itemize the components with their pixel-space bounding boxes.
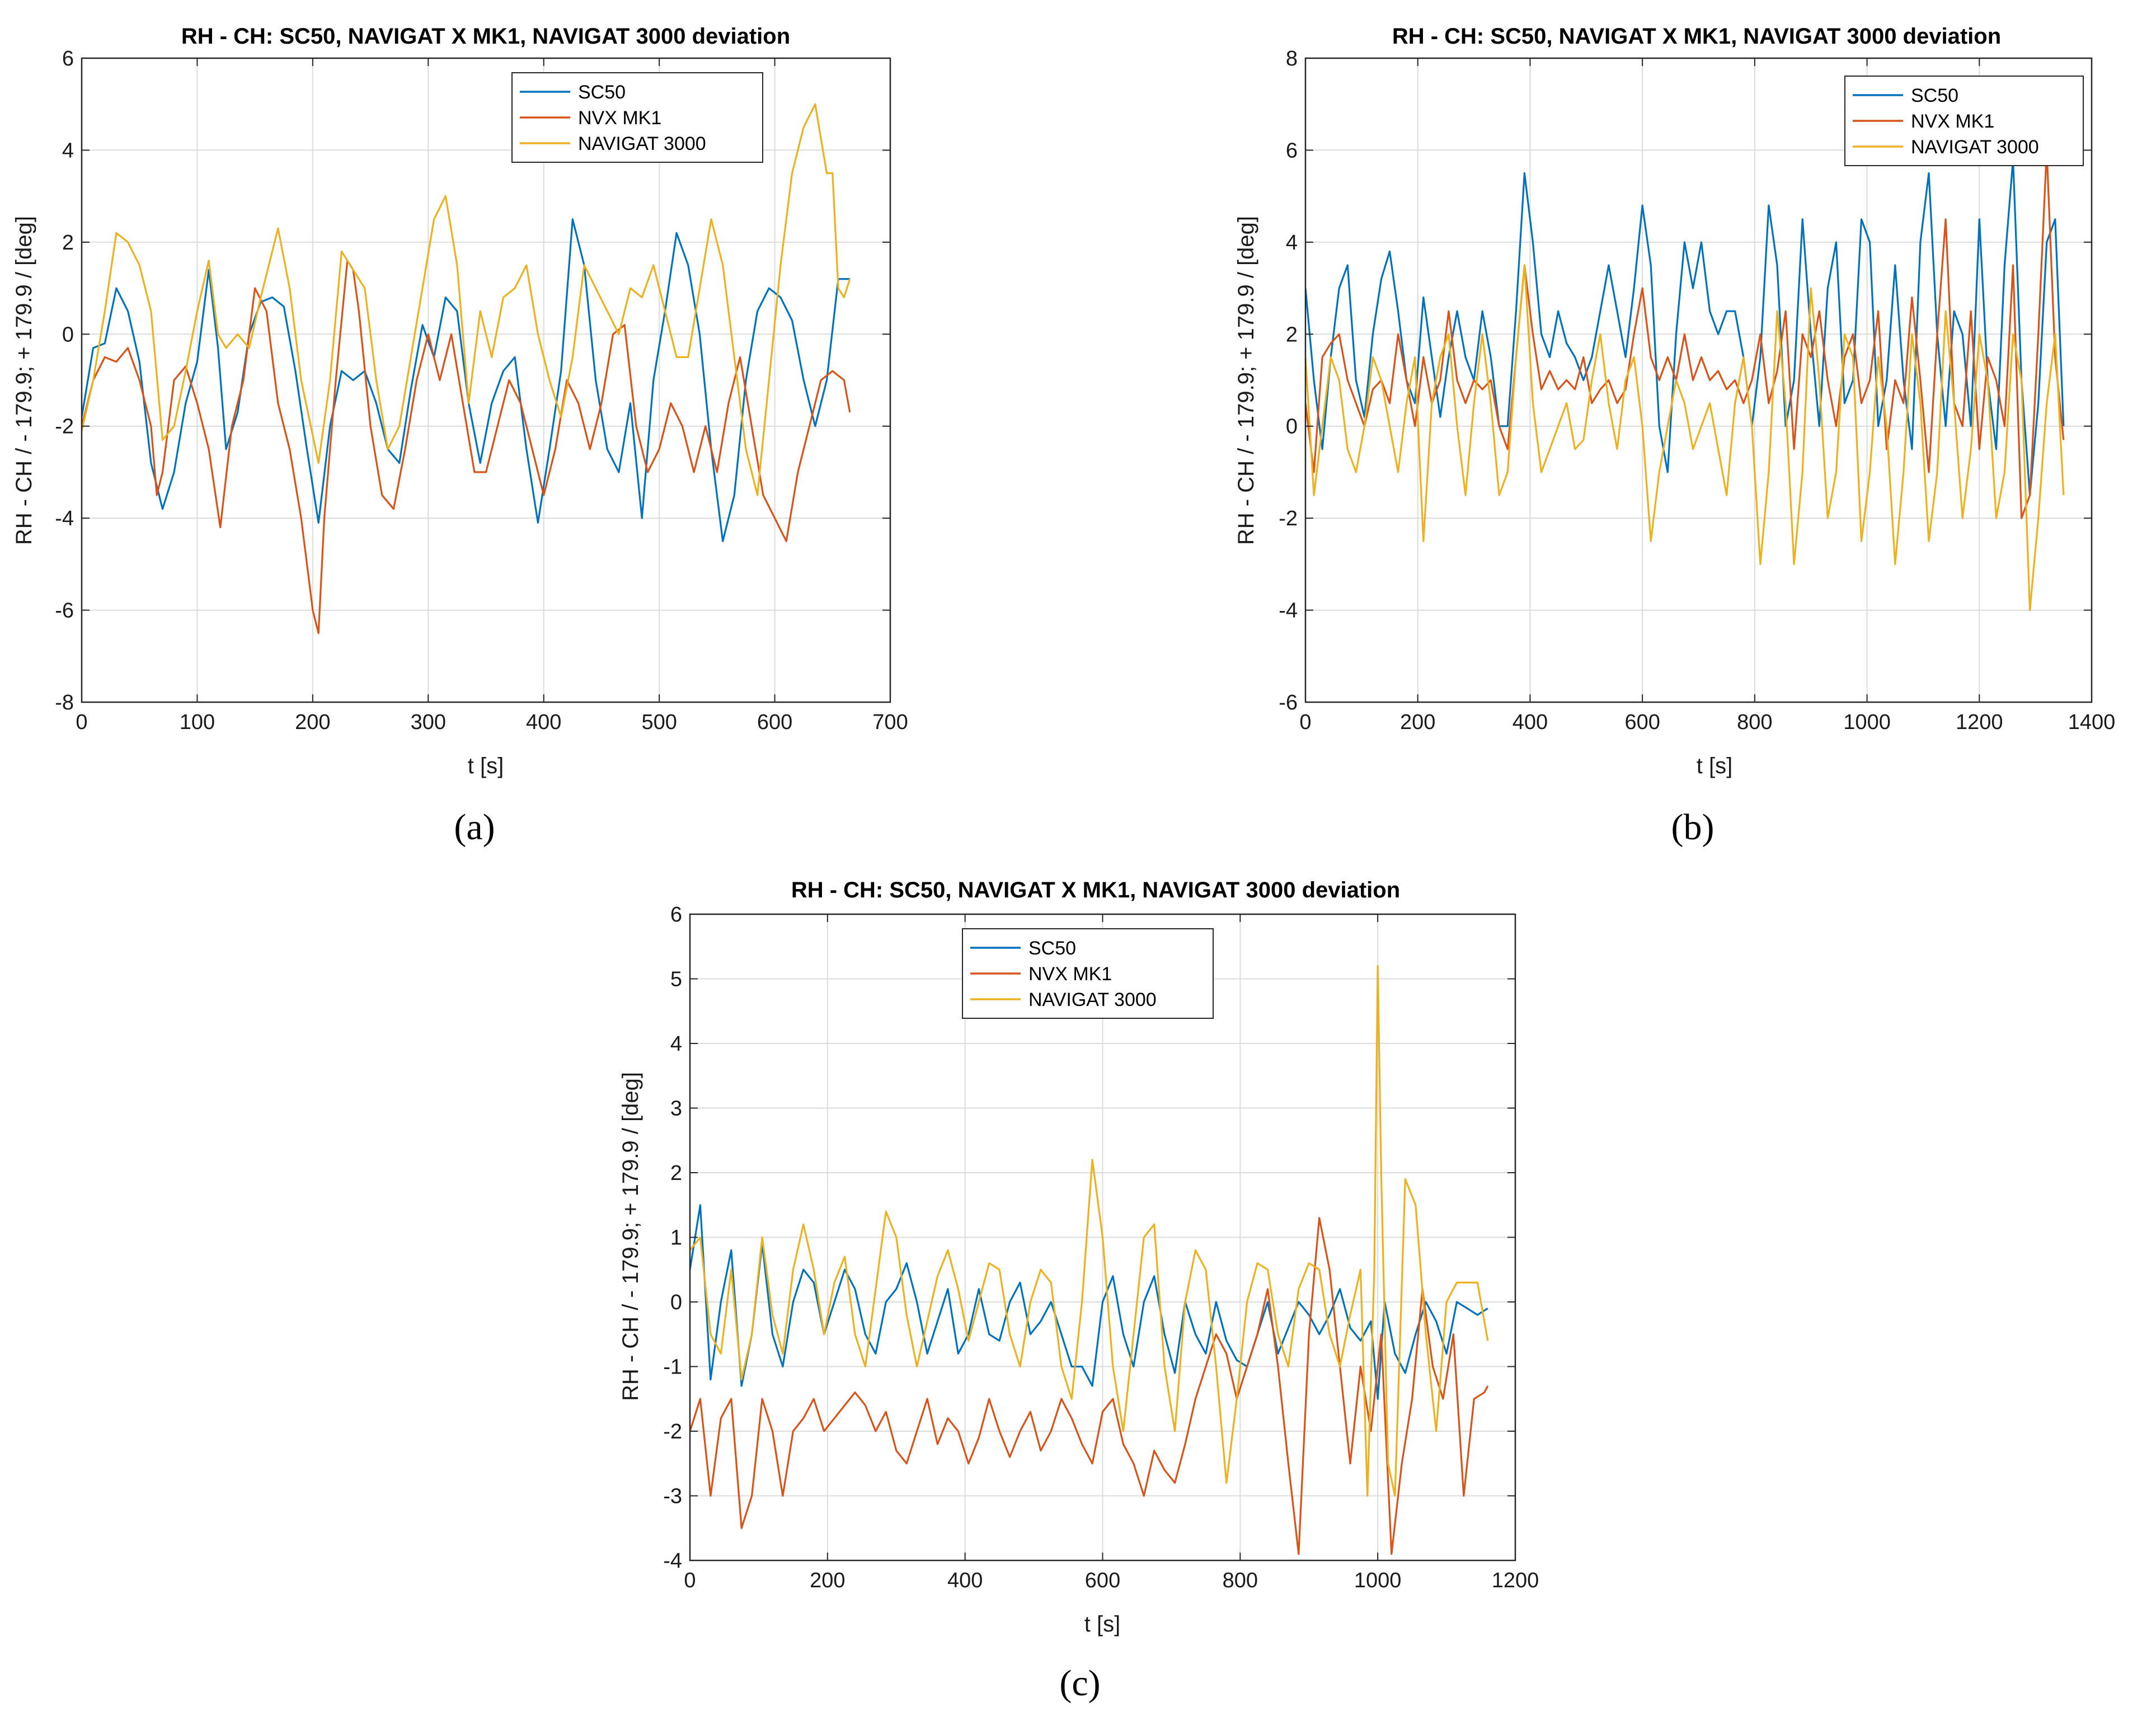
y-tick-label: 2 <box>670 1162 682 1185</box>
y-tick-label: 2 <box>62 231 74 255</box>
series-line-navigat-3000 <box>1305 264 2065 612</box>
x-tick-label: 1000 <box>1354 1569 1402 1592</box>
x-tick-label: 0 <box>76 711 87 734</box>
x-tick-label: 200 <box>810 1569 845 1592</box>
y-tick-label: 5 <box>670 968 682 991</box>
x-tick-label: 200 <box>1400 711 1435 734</box>
x-tick-label: 800 <box>1737 711 1772 734</box>
y-tick-label: -1 <box>663 1356 682 1379</box>
y-tick-label: -6 <box>55 599 74 623</box>
panel-label: (c) <box>1059 1663 1100 1704</box>
y-tick-label: 4 <box>1286 231 1298 255</box>
x-tick-label: 1000 <box>1843 711 1891 734</box>
chart-panel-c: RH - CH: SC50, NAVIGAT X MK1, NAVIGAT 30… <box>618 878 1539 1704</box>
chart-panel-a: RH - CH: SC50, NAVIGAT X MK1, NAVIGAT 30… <box>12 24 908 848</box>
x-tick-label: 400 <box>526 711 561 734</box>
chart-title: RH - CH: SC50, NAVIGAT X MK1, NAVIGAT 30… <box>791 878 1400 902</box>
legend-entry: NAVIGAT 3000 <box>578 133 706 154</box>
x-tick-label: 0 <box>1299 711 1311 734</box>
y-tick-label: -4 <box>663 1549 682 1573</box>
chart-title: RH - CH: SC50, NAVIGAT X MK1, NAVIGAT 30… <box>181 24 790 49</box>
y-axis-label: RH - CH / - 179.9; + 179.9 / [deg] <box>1234 216 1258 545</box>
y-tick-label: 0 <box>1286 415 1298 439</box>
x-axis-label: t [s] <box>1697 754 1732 778</box>
x-tick-label: 400 <box>1513 711 1548 734</box>
legend-entry: SC50 <box>1028 938 1076 959</box>
x-tick-label: 600 <box>757 711 792 734</box>
x-tick-label: 0 <box>684 1569 696 1592</box>
x-tick-label: 600 <box>1085 1569 1120 1592</box>
y-axis-label: RH - CH / - 179.9; + 179.9 / [deg] <box>618 1072 643 1401</box>
y-tick-label: 4 <box>670 1032 682 1056</box>
legend-entry: NAVIGAT 3000 <box>1911 137 2039 158</box>
x-axis-label: t [s] <box>1084 1612 1120 1637</box>
legend: SC50 NVX MK1 NAVIGAT 3000 <box>511 72 763 163</box>
y-tick-label: 0 <box>62 323 74 346</box>
x-tick-label: 400 <box>947 1569 983 1592</box>
panel-label: (a) <box>454 807 495 848</box>
y-tick-label: 6 <box>62 47 74 70</box>
y-tick-label: -6 <box>1279 691 1298 714</box>
y-tick-label: 6 <box>1286 139 1298 162</box>
y-tick-label: -8 <box>55 691 74 714</box>
chart-title: RH - CH: SC50, NAVIGAT X MK1, NAVIGAT 30… <box>1392 24 2001 49</box>
x-tick-label: 200 <box>295 711 330 734</box>
y-tick-label: -4 <box>1279 599 1298 623</box>
series-line-nvx-mk1 <box>690 1217 1489 1555</box>
y-tick-label: -2 <box>1279 507 1298 530</box>
x-tick-label: 300 <box>411 711 446 734</box>
x-tick-label: 700 <box>872 711 908 734</box>
y-axis-label: RH - CH / - 179.9; + 179.9 / [deg] <box>12 216 36 545</box>
y-tick-label: 3 <box>670 1097 682 1121</box>
x-tick-label: 100 <box>180 711 215 734</box>
series-line-navigat-3000 <box>690 965 1489 1497</box>
y-tick-label: 8 <box>1286 47 1298 70</box>
y-tick-label: -3 <box>663 1485 682 1508</box>
y-tick-label: -4 <box>55 507 74 530</box>
x-tick-label: 1400 <box>2068 711 2116 734</box>
series-line-navigat-3000 <box>82 103 851 496</box>
x-axis-label: t [s] <box>468 754 504 778</box>
legend-entry: SC50 <box>578 82 626 103</box>
y-tick-label: 2 <box>1286 323 1298 346</box>
legend-entry: NVX MK1 <box>1028 963 1112 985</box>
series-line-sc50 <box>82 218 850 542</box>
y-tick-label: 4 <box>62 139 74 162</box>
y-tick-label: -2 <box>55 415 74 439</box>
legend: SC50 NVX MK1 NAVIGAT 3000 <box>1844 76 2084 166</box>
y-tick-label: 1 <box>670 1226 682 1250</box>
y-tick-label: 0 <box>670 1291 682 1314</box>
x-tick-label: 600 <box>1624 711 1660 734</box>
panel-label: (b) <box>1671 807 1715 848</box>
legend-entry: NAVIGAT 3000 <box>1028 989 1157 1010</box>
legend-entry: NVX MK1 <box>1911 111 1994 132</box>
y-tick-label: -2 <box>663 1420 682 1443</box>
legend-entry: SC50 <box>1911 85 1958 106</box>
x-tick-label: 1200 <box>1956 711 2003 734</box>
legend: SC50 NVX MK1 NAVIGAT 3000 <box>962 928 1214 1019</box>
y-tick-label: 6 <box>670 903 682 927</box>
x-tick-label: 800 <box>1223 1569 1258 1592</box>
x-tick-label: 500 <box>641 711 677 734</box>
legend-entry: NVX MK1 <box>578 107 661 129</box>
x-tick-label: 1200 <box>1492 1569 1539 1592</box>
series-line-nvx-mk1 <box>82 260 851 634</box>
chart-panel-b: RH - CH: SC50, NAVIGAT X MK1, NAVIGAT 30… <box>1234 24 2116 848</box>
